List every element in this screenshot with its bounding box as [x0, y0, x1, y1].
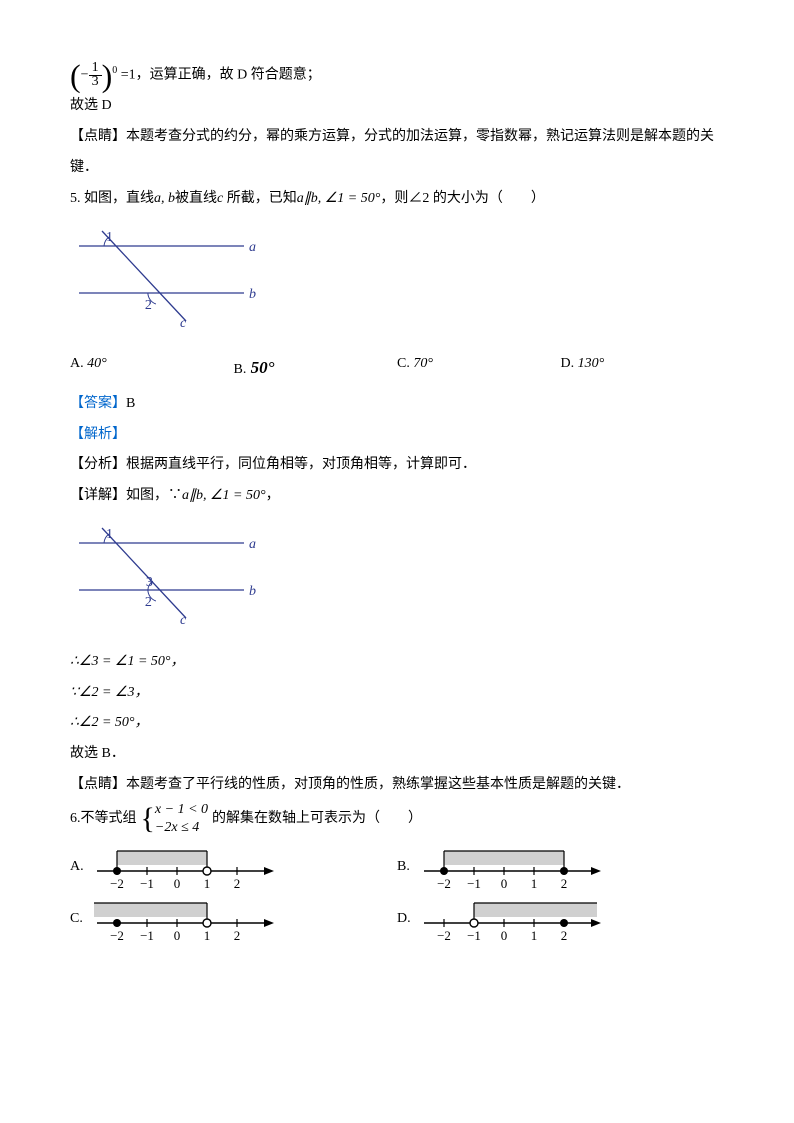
svg-text:b: b: [249, 584, 256, 599]
svg-text:1: 1: [106, 527, 113, 542]
svg-text:−1: −1: [140, 928, 154, 941]
svg-text:1: 1: [204, 876, 211, 889]
q5-analysis: 【分析】根据两直线平行，同位角相等，对顶角相等，计算即可．: [70, 450, 724, 481]
svg-text:1: 1: [106, 230, 113, 245]
q6-option-b: B.−2−1012: [397, 845, 724, 889]
svg-text:2: 2: [145, 595, 152, 610]
svg-text:a: a: [249, 240, 256, 255]
q5-step1: ∴∠3 = ∠1 = 50°，: [70, 647, 724, 678]
svg-text:−1: −1: [467, 928, 481, 941]
q5-option-b: B. 50°: [234, 349, 398, 386]
svg-text:b: b: [249, 287, 256, 302]
svg-text:0: 0: [501, 876, 508, 889]
q5-step3: ∴∠2 = 50°，: [70, 708, 724, 739]
svg-text:−2: −2: [437, 928, 451, 941]
q5-option-a: A. 40°: [70, 349, 234, 386]
q6-option-d: D.−2−1012: [397, 897, 724, 941]
svg-text:−1: −1: [140, 876, 154, 889]
q5-options: A. 40° B. 50° C. 70° D. 130°: [70, 349, 724, 386]
svg-text:c: c: [180, 316, 187, 331]
q5-figure-2: 1 a 2 b 3 c: [74, 518, 724, 641]
q6-stem: 6. 不等式组 { x − 1 < 0 −2x ≤ 4 的解集在数轴上可表示为（…: [70, 801, 724, 837]
q4-expression: (−13)0 =1，运算正确，故 D 符合题意；: [70, 60, 724, 91]
svg-text:−2: −2: [110, 876, 124, 889]
svg-text:2: 2: [234, 928, 241, 941]
svg-text:2: 2: [561, 928, 568, 941]
q6-option-a: A.−2−1012: [70, 845, 397, 889]
q5-conclusion: 故选 B．: [70, 739, 724, 770]
svg-text:2: 2: [234, 876, 241, 889]
svg-text:−1: −1: [467, 876, 481, 889]
svg-text:2: 2: [561, 876, 568, 889]
q5-option-d: D. 130°: [561, 349, 725, 386]
svg-text:2: 2: [145, 298, 152, 313]
q6-row-1: A.−2−1012 B.−2−1012: [70, 845, 724, 889]
svg-text:1: 1: [204, 928, 211, 941]
svg-text:0: 0: [501, 928, 508, 941]
q5-stem: 5. 如图，直线a, b被直线c 所截，已知a∥b, ∠1 = 50°，则∠2 …: [70, 184, 724, 215]
svg-text:−2: −2: [437, 876, 451, 889]
svg-text:c: c: [180, 613, 187, 628]
q6-row-2: C.−2−1012 D.−2−1012: [70, 897, 724, 941]
svg-text:−2: −2: [110, 928, 124, 941]
q5-solution-label: 【解析】: [70, 420, 724, 451]
svg-text:0: 0: [174, 928, 181, 941]
q5-review: 【点睛】本题考查了平行线的性质，对顶角的性质，熟练掌握这些基本性质是解题的关键．: [70, 770, 724, 801]
q5-answer: 【答案】B: [70, 389, 724, 420]
q4-review: 【点睛】本题考查分式的约分，幂的乘方运算，分式的加法运算，零指数幂，熟记运算法则…: [70, 122, 724, 184]
svg-text:0: 0: [174, 876, 181, 889]
q5-detail: 【详解】如图，∵a∥b, ∠1 = 50°，: [70, 481, 724, 512]
svg-text:a: a: [249, 537, 256, 552]
svg-text:1: 1: [531, 876, 538, 889]
svg-text:3: 3: [146, 575, 153, 590]
q5-step2: ∵∠2 = ∠3，: [70, 678, 724, 709]
q5-figure-1: 1 a 2 b c: [74, 221, 724, 344]
q4-conclusion: 故选 D: [70, 91, 724, 122]
q6-option-c: C.−2−1012: [70, 897, 397, 941]
q5-option-c: C. 70°: [397, 349, 561, 386]
svg-text:1: 1: [531, 928, 538, 941]
